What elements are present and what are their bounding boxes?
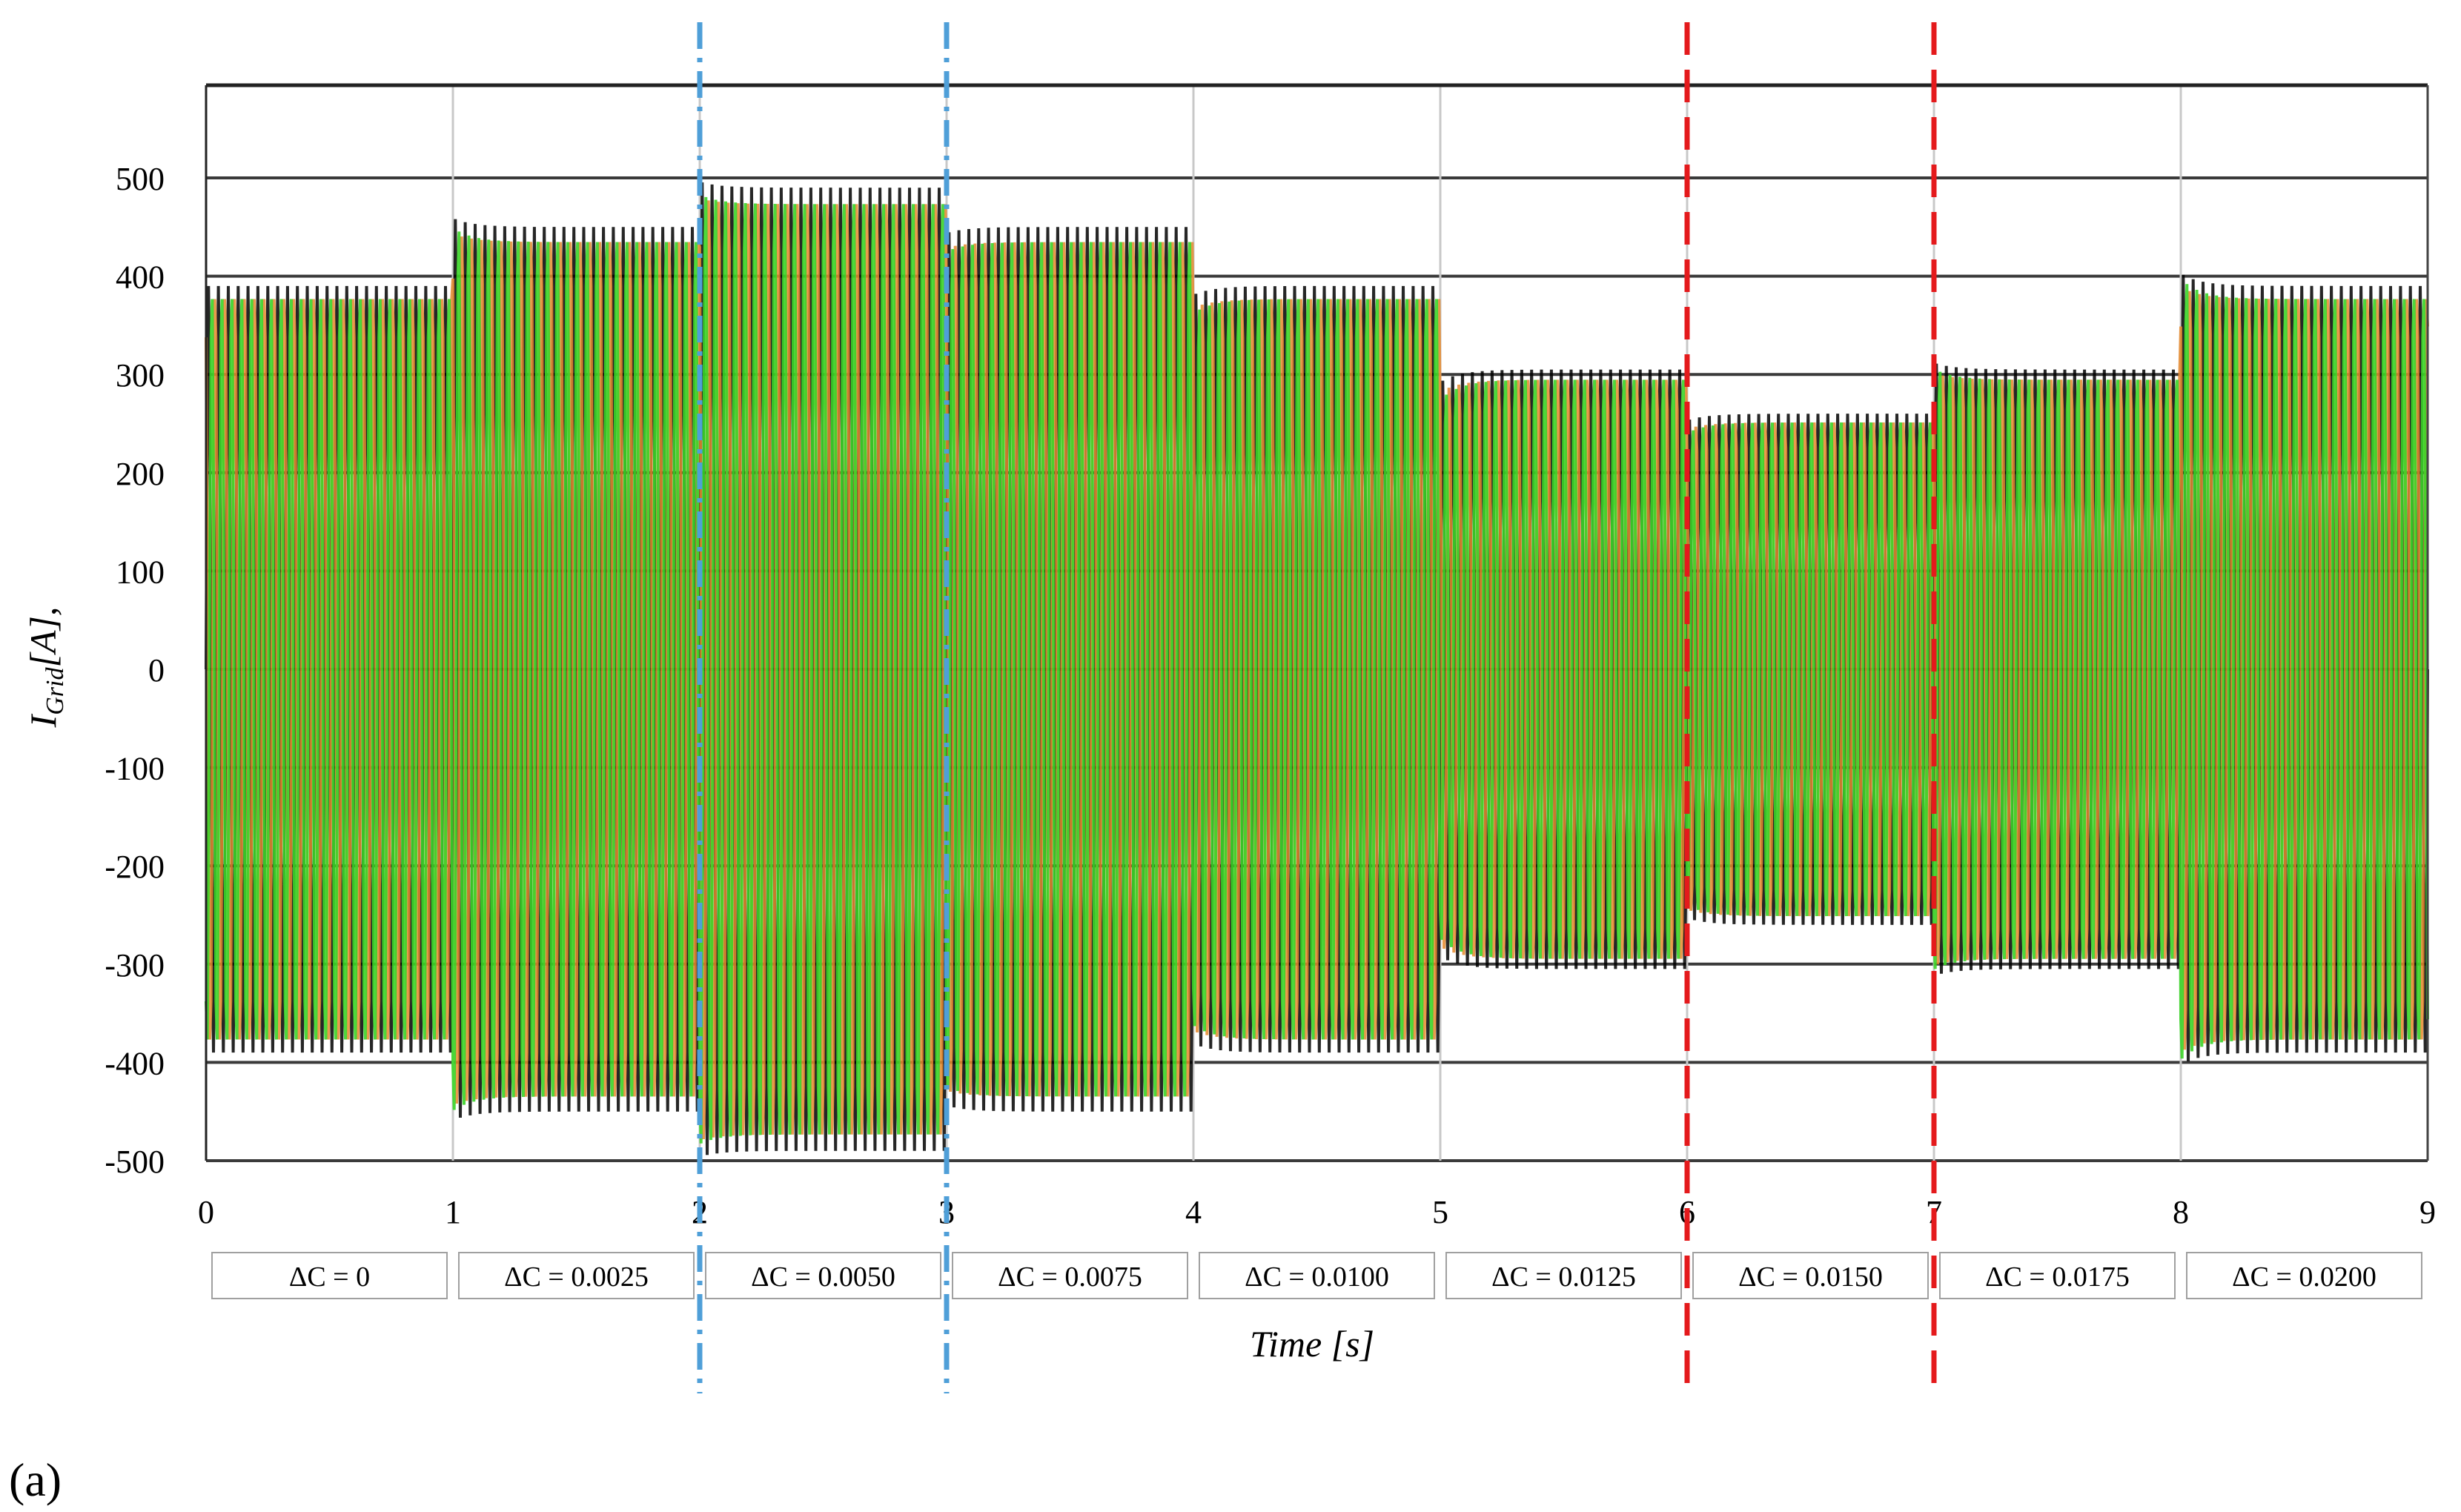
x-axis-label: Time [s] [1250,1323,1374,1365]
y-axis-label: IGrid[A], [22,607,69,729]
y-tick-label: 500 [116,161,165,197]
interval-label: ΔC = 0.0100 [1245,1261,1389,1293]
svg-text:IGrid[A],: IGrid[A], [22,607,69,729]
y-tick-label: 0 [148,652,165,689]
axes [205,83,2429,1161]
x-tick-labels: 0123456789 [198,1194,2436,1230]
y-tick-label: -500 [105,1144,165,1180]
interval-label: ΔC = 0.0175 [1985,1261,2130,1293]
interval-label-box: ΔC = 0.0150 [1692,1252,1929,1299]
interval-box-frame [952,1252,1188,1299]
y-axis-label-sub: Grid [42,667,69,715]
event-markers [697,22,1937,1393]
x-tick-label: 4 [1185,1194,1202,1230]
interval-labels: ΔC = 0 ΔC = 0.0025 ΔC = 0.0050 ΔC = 0.0075 Δ… [211,1252,2422,1299]
interval-label: ΔC = 0.0075 [998,1261,1142,1293]
y-tick-label: -300 [105,947,165,984]
interval-box-frame [211,1252,448,1299]
series-line [205,200,2429,1140]
interval-label-box: ΔC = 0.0075 [952,1252,1188,1299]
x-tick-label: 5 [1432,1194,1448,1230]
y-axis-label-rest: [A], [22,607,64,668]
interval-box-frame [1692,1252,1929,1299]
y-tick-label: 300 [116,357,165,394]
interval-label: ΔC = 0.0025 [504,1261,649,1293]
interval-label-box: ΔC = 0 [211,1252,448,1299]
interval-label: ΔC = 0.0125 [1491,1261,1636,1293]
x-tick-label: 9 [2419,1194,2436,1230]
signal-waveforms [205,182,2429,1155]
x-tick-label: 8 [2173,1194,2189,1230]
interval-box-frame [458,1252,695,1299]
interval-label-box: ΔC = 0.0050 [705,1252,941,1299]
interval-box-frame [1445,1252,1682,1299]
interval-label: ΔC = 0.0050 [751,1261,895,1293]
interval-box-frame [1199,1252,1435,1299]
interval-label: ΔC = 0 [289,1261,370,1293]
x-tick-label: 0 [198,1194,214,1230]
interval-label-box: ΔC = 0.0125 [1445,1252,1682,1299]
panel-label: (a) [9,1453,62,1506]
series-line [205,182,2429,1155]
interval-box-frame [2186,1252,2422,1299]
interval-label: ΔC = 0.0150 [1738,1261,1883,1293]
interval-label-box: ΔC = 0.0175 [1939,1252,2176,1299]
interval-box-frame [1939,1252,2176,1299]
y-tick-label: -400 [105,1045,165,1081]
interval-label-box: ΔC = 0.0025 [458,1252,695,1299]
interval-label-box: ΔC = 0.0100 [1199,1252,1435,1299]
y-tick-labels: 500 400 300 200 100 0 -100 -200 -300 -400 -500 [105,161,165,1180]
interval-label: ΔC = 0.0200 [2232,1261,2376,1293]
y-tick-label: 400 [116,259,165,296]
y-tick-label: 100 [116,554,165,590]
y-axis-label-main: I [22,713,64,728]
y-tick-label: -200 [105,849,165,885]
interval-label-box: ΔC = 0.0200 [2186,1252,2422,1299]
interval-box-frame [705,1252,941,1299]
series-line [205,196,2429,1144]
x-tick-label: 1 [445,1194,461,1230]
y-tick-label: -100 [105,751,165,787]
y-tick-label: 200 [116,456,165,492]
